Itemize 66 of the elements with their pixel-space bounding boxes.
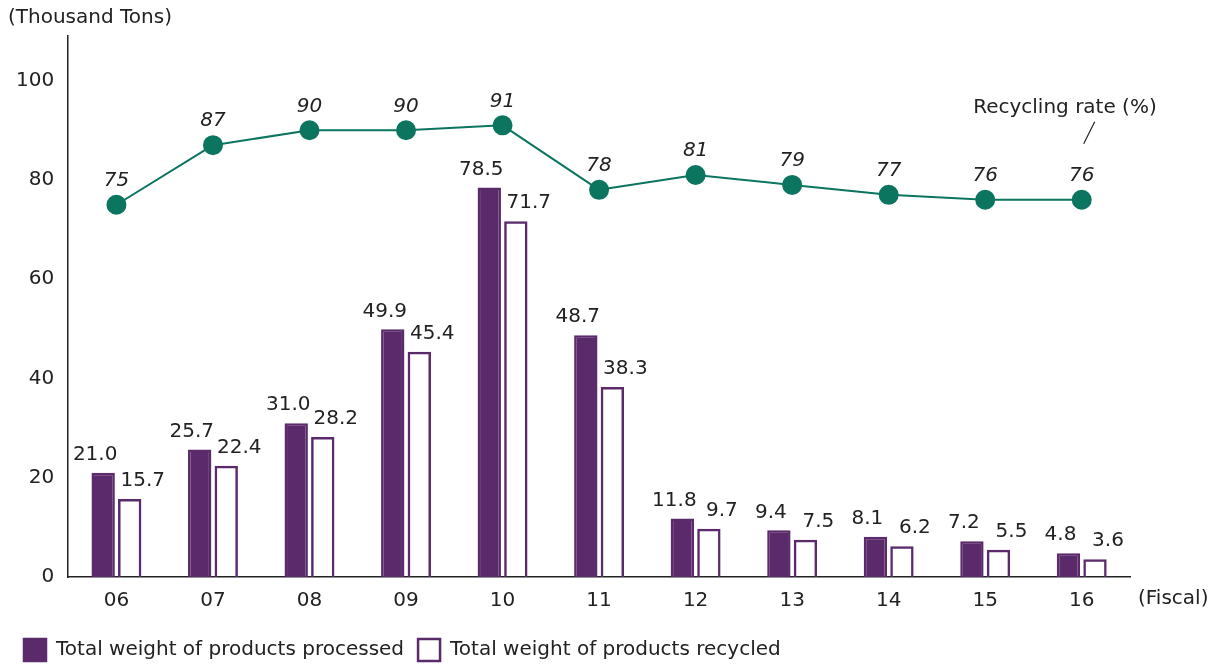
point bbox=[1071, 189, 1092, 210]
data-label: 28.2 bbox=[313, 405, 359, 430]
data-label: 79 bbox=[779, 147, 805, 172]
x-tick-label: 14 bbox=[875, 587, 902, 612]
x-tick-label: 06 bbox=[103, 587, 130, 612]
point bbox=[299, 120, 320, 141]
y-tick-label: 0 bbox=[41, 563, 55, 588]
data-label: 9.4 bbox=[754, 498, 787, 523]
data-label: 9.7 bbox=[705, 497, 738, 522]
point bbox=[878, 184, 899, 205]
data-label: 49.9 bbox=[362, 297, 408, 322]
data-label: 22.4 bbox=[216, 434, 262, 459]
data-label: 91 bbox=[489, 87, 516, 112]
x-axis-title: (Fiscal) bbox=[1138, 585, 1209, 610]
x-tick-label: 12 bbox=[682, 587, 709, 612]
y-tick-label: 80 bbox=[28, 166, 55, 191]
data-label: 38.3 bbox=[603, 355, 648, 380]
text: Recycling rate (%) bbox=[973, 93, 1157, 118]
data-label: 4.8 bbox=[1044, 521, 1077, 546]
x-tick-label: 16 bbox=[1069, 587, 1095, 612]
data-label: 77 bbox=[875, 157, 902, 182]
data-label: 90 bbox=[296, 92, 323, 117]
data-label: 71.7 bbox=[506, 189, 552, 214]
data-label: 7.5 bbox=[802, 507, 835, 532]
data-label: 15.7 bbox=[120, 467, 165, 492]
y-tick-label: 40 bbox=[28, 364, 55, 389]
y-tick-label: 60 bbox=[28, 265, 55, 290]
point bbox=[589, 179, 610, 200]
x-tick-label: 11 bbox=[586, 587, 612, 612]
y-axis-title: (Thousand Tons) bbox=[8, 4, 172, 29]
data-label: 45.4 bbox=[410, 319, 455, 344]
data-label: 25.7 bbox=[169, 417, 214, 442]
data-label: 48.7 bbox=[555, 303, 601, 328]
x-tick-label: 10 bbox=[489, 587, 516, 612]
data-label: 78 bbox=[586, 152, 612, 177]
data-label: 5.5 bbox=[995, 517, 1028, 542]
data-label: 6.2 bbox=[899, 514, 931, 539]
y-tick-label: 20 bbox=[28, 463, 55, 488]
x-tick-label: 13 bbox=[779, 587, 805, 612]
data-label: 76 bbox=[1069, 161, 1095, 186]
x-tick-label: 15 bbox=[972, 587, 998, 612]
data-label: 87 bbox=[200, 107, 226, 132]
point bbox=[492, 115, 513, 136]
point bbox=[396, 120, 417, 141]
point bbox=[202, 135, 223, 156]
point bbox=[782, 174, 803, 195]
legend-label: Total weight of products processed bbox=[55, 636, 405, 661]
point bbox=[685, 164, 706, 185]
point bbox=[106, 194, 127, 215]
data-label: 90 bbox=[393, 92, 419, 117]
data-label: 21.0 bbox=[72, 440, 118, 465]
data-label: 76 bbox=[972, 161, 998, 186]
data-label: 78.5 bbox=[459, 155, 504, 180]
legend-label: Total weight of products recycled bbox=[449, 636, 781, 661]
data-label: 75 bbox=[103, 166, 130, 191]
data-label: 7.2 bbox=[948, 509, 980, 534]
x-tick-label: 09 bbox=[393, 587, 419, 612]
point bbox=[975, 189, 996, 210]
x-tick-label: 08 bbox=[296, 587, 323, 612]
y-tick-label: 100 bbox=[15, 66, 55, 91]
data-label: 8.1 bbox=[851, 505, 884, 529]
data-label: 81 bbox=[682, 137, 709, 162]
data-label: 31.0 bbox=[265, 391, 311, 416]
data-label: 3.6 bbox=[1092, 527, 1124, 552]
x-tick-label: 07 bbox=[200, 587, 226, 612]
data-label: 11.8 bbox=[652, 486, 697, 511]
